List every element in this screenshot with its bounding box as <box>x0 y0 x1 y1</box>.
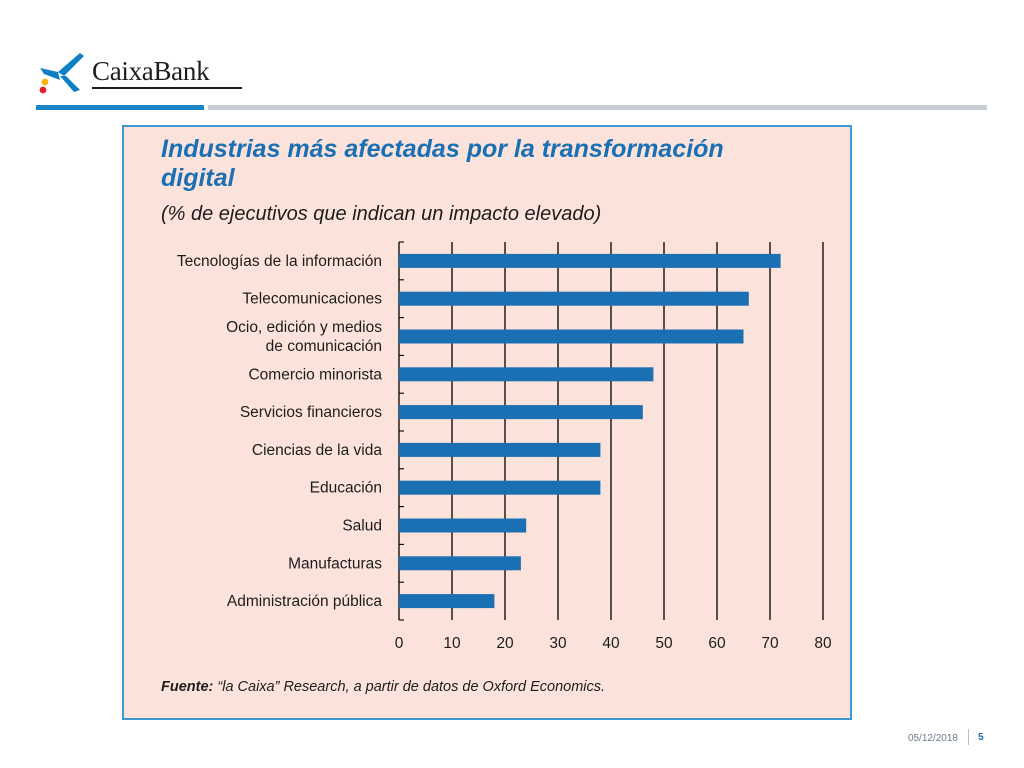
footer-date: 05/12/2018 <box>907 733 958 744</box>
bar-3 <box>399 329 744 344</box>
header-rule-blue <box>36 105 204 110</box>
bar-4 <box>399 367 654 382</box>
x-tick-label-30: 30 <box>549 635 567 652</box>
bar-5 <box>399 405 643 420</box>
source-text: “la Caixa” Research, a partir de datos d… <box>213 679 606 695</box>
bar-7 <box>399 480 601 495</box>
page-number: 5 <box>978 732 984 743</box>
brand-name: CaixaBank <box>92 56 210 86</box>
category-label-2: Telecomunicaciones <box>242 291 382 308</box>
bar-chart: Tecnologías de la información Telecomunic… <box>177 241 832 652</box>
category-label-7: Educación <box>310 480 382 497</box>
chart-subtitle: (% de ejecutivos que indican un impacto … <box>161 203 602 225</box>
source-label: Fuente: <box>161 679 214 695</box>
category-label-8: Salud <box>342 518 382 535</box>
bar-1 <box>399 253 781 268</box>
category-label-6: Ciencias de la vida <box>252 442 382 459</box>
category-label-3: Ocio, edición y medios de comunicación <box>226 319 382 355</box>
category-label-10: Administración pública <box>227 593 382 610</box>
caixabank-star-icon <box>39 53 84 94</box>
bar-8 <box>399 518 527 533</box>
bar-2 <box>399 291 749 306</box>
header-rule-grey <box>208 105 987 110</box>
x-tick-label-80: 80 <box>814 635 832 652</box>
category-label-5: Servicios financieros <box>240 404 382 421</box>
x-tick-label-40: 40 <box>602 635 620 652</box>
category-label-4: Comercio minorista <box>248 366 382 383</box>
chart-title: Industrias más afectadas por la transfor… <box>161 135 724 192</box>
x-tick-label-50: 50 <box>655 635 673 652</box>
x-tick-label-60: 60 <box>708 635 726 652</box>
x-tick-label-70: 70 <box>761 635 779 652</box>
caixabank-logo: CaixaBank <box>36 50 242 96</box>
chart-source: Fuente: “la Caixa” Research, a partir de… <box>161 679 605 695</box>
bar-10 <box>399 594 495 609</box>
bar-6 <box>399 442 601 457</box>
category-label-9: Manufacturas <box>288 555 382 572</box>
brand-underline <box>92 87 242 89</box>
x-tick-label-0: 0 <box>395 635 404 652</box>
category-label-1: Tecnologías de la información <box>177 253 382 270</box>
bar-9 <box>399 556 521 571</box>
x-tick-label-10: 10 <box>443 635 461 652</box>
x-tick-label-20: 20 <box>496 635 514 652</box>
footer-separator <box>968 729 969 745</box>
chart-panel: Industrias más afectadas por la transfor… <box>122 125 852 720</box>
